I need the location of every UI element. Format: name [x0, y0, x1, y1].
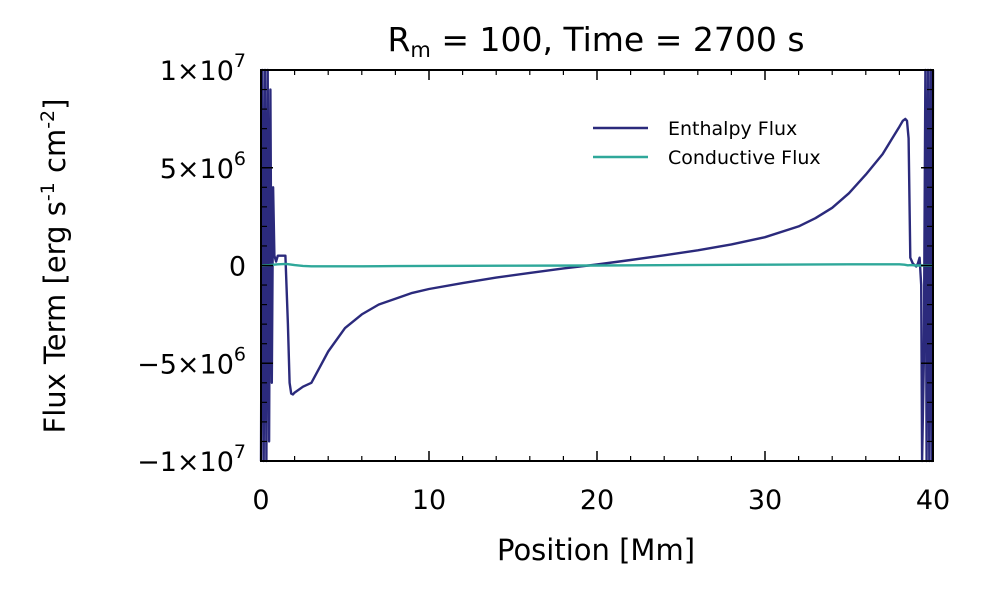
ylabel-mid: cm	[38, 129, 72, 182]
tick-labels-layer: 0 10 20 30 40 1×107 5×106 0 −5×106 −1×107	[137, 50, 950, 516]
legend-label-conductive: Conductive Flux	[668, 147, 821, 169]
y-tick-label: 1×107	[160, 50, 246, 87]
y-tick-label: 5×106	[160, 148, 246, 185]
series-line-conductive-flux	[260, 262, 933, 268]
x-tick-label: 20	[580, 485, 614, 516]
y-tick-label: −5×106	[137, 343, 246, 380]
ylabel-sup2: -2	[37, 110, 59, 129]
y-tick-label: 0	[229, 252, 246, 283]
chart-title: Rm = 100, Time = 2700 s	[387, 20, 804, 62]
ylabel-pre: Flux Term [erg s	[38, 201, 72, 433]
y-axis-title: Flux Term [erg s-1 cm-2]	[37, 99, 72, 434]
ylabel-sup1: -1	[37, 182, 59, 201]
series-layer	[259, 68, 935, 463]
legend: Enthalpy Flux Conductive Flux	[593, 118, 821, 169]
y-tick-label: −1×107	[137, 441, 246, 478]
x-tick-label: 10	[412, 485, 446, 516]
title-rest: = 100, Time = 2700 s	[431, 20, 805, 59]
x-tick-label: 0	[252, 485, 269, 516]
x-tick-label: 30	[748, 485, 782, 516]
title-sub: m	[410, 38, 430, 62]
title-main: R	[387, 20, 410, 59]
x-tick-label: 40	[916, 485, 950, 516]
ylabel-post: ]	[38, 99, 72, 110]
series-line-enthalpy-flux	[259, 68, 935, 463]
plot-frame	[260, 69, 934, 462]
x-axis-title: Position [Mm]	[497, 533, 695, 567]
legend-label-enthalpy: Enthalpy Flux	[668, 118, 797, 140]
